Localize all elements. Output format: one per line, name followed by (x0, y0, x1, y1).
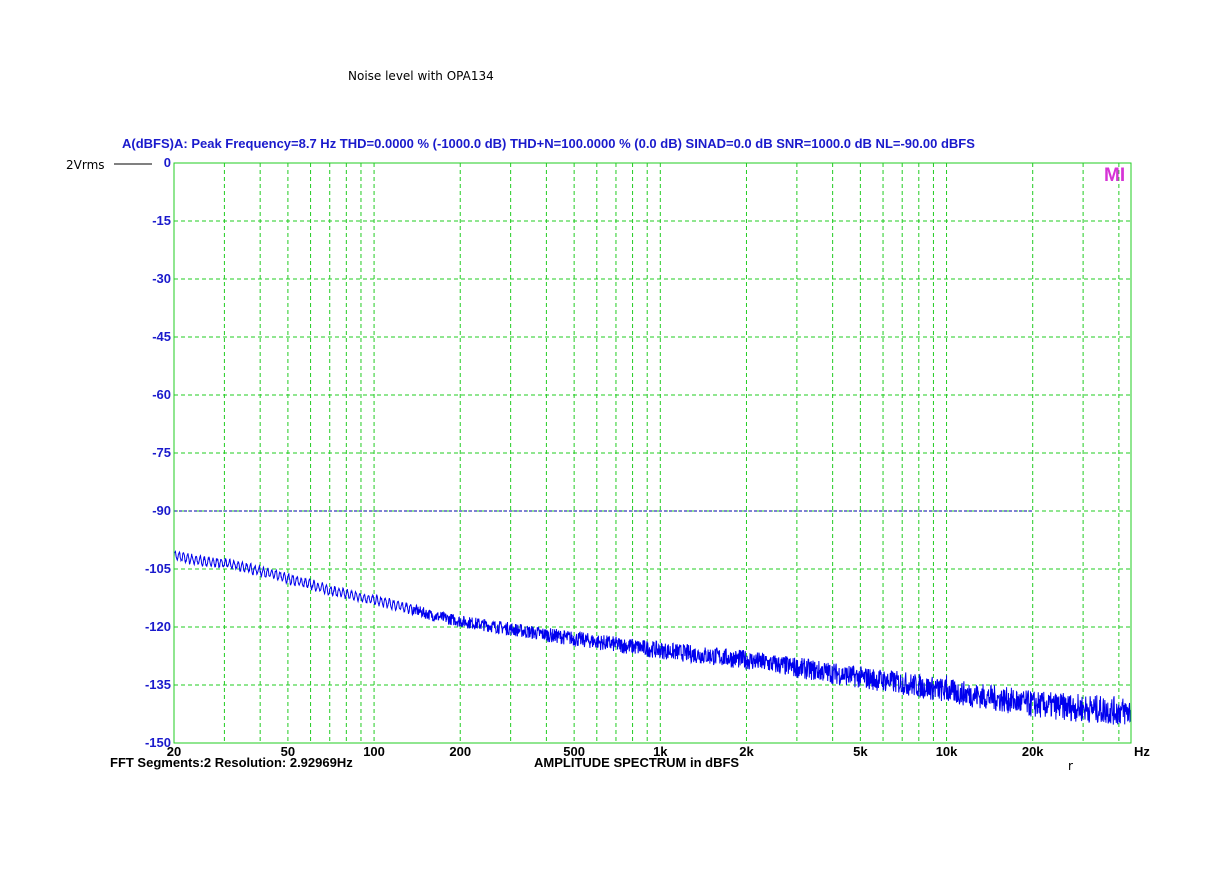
footer-info: FFT Segments:2 Resolution: 2.92969Hz (110, 755, 353, 770)
x-tick-label: 20 (167, 744, 181, 759)
x-tick-label: 2k (739, 744, 754, 759)
x-tick-label: 5k (853, 744, 868, 759)
logo-text: MI (1104, 165, 1125, 186)
y-tick-label: -75 (152, 445, 171, 460)
y-tick-label: 0 (164, 155, 171, 170)
x-unit-label: Hz (1134, 744, 1150, 759)
x-axis-label: AMPLITUDE SPECTRUM in dBFS (534, 755, 739, 770)
chart-header: A(dBFS)A: Peak Frequency=8.7 Hz THD=0.00… (122, 136, 975, 151)
y-tick-label: -45 (152, 329, 171, 344)
x-tick-label: 1k (653, 744, 668, 759)
reference-level-label: 2Vrms (66, 158, 105, 172)
y-axis: 0 -15 -30 -45 -60 -75 -90 -105 -120 -135 -150 (145, 155, 171, 750)
page-title: Noise level with OPA134 (348, 69, 494, 83)
x-tick-label: 20k (1022, 744, 1044, 759)
y-tick-label: -30 (152, 271, 171, 286)
y-tick-label: -90 (152, 503, 171, 518)
x-tick-label: 200 (449, 744, 471, 759)
x-tick-label: 50 (281, 744, 295, 759)
y-tick-label: -120 (145, 619, 171, 634)
y-tick-label: -150 (145, 735, 171, 750)
series-line (173, 550, 1132, 725)
x-tick-label: 500 (563, 744, 585, 759)
y-tick-label: -60 (152, 387, 171, 402)
x-tick-label: 10k (936, 744, 958, 759)
corner-mark: r (1068, 759, 1073, 773)
y-tick-label: -105 (145, 561, 171, 576)
plot-frame (173, 162, 1132, 744)
y-tick-label: -135 (145, 677, 171, 692)
x-tick-label: 100 (363, 744, 385, 759)
x-axis: 20 50 100 200 500 1k 2k 5k 10k 20k (167, 744, 1045, 759)
y-tick-label: -15 (152, 213, 171, 228)
